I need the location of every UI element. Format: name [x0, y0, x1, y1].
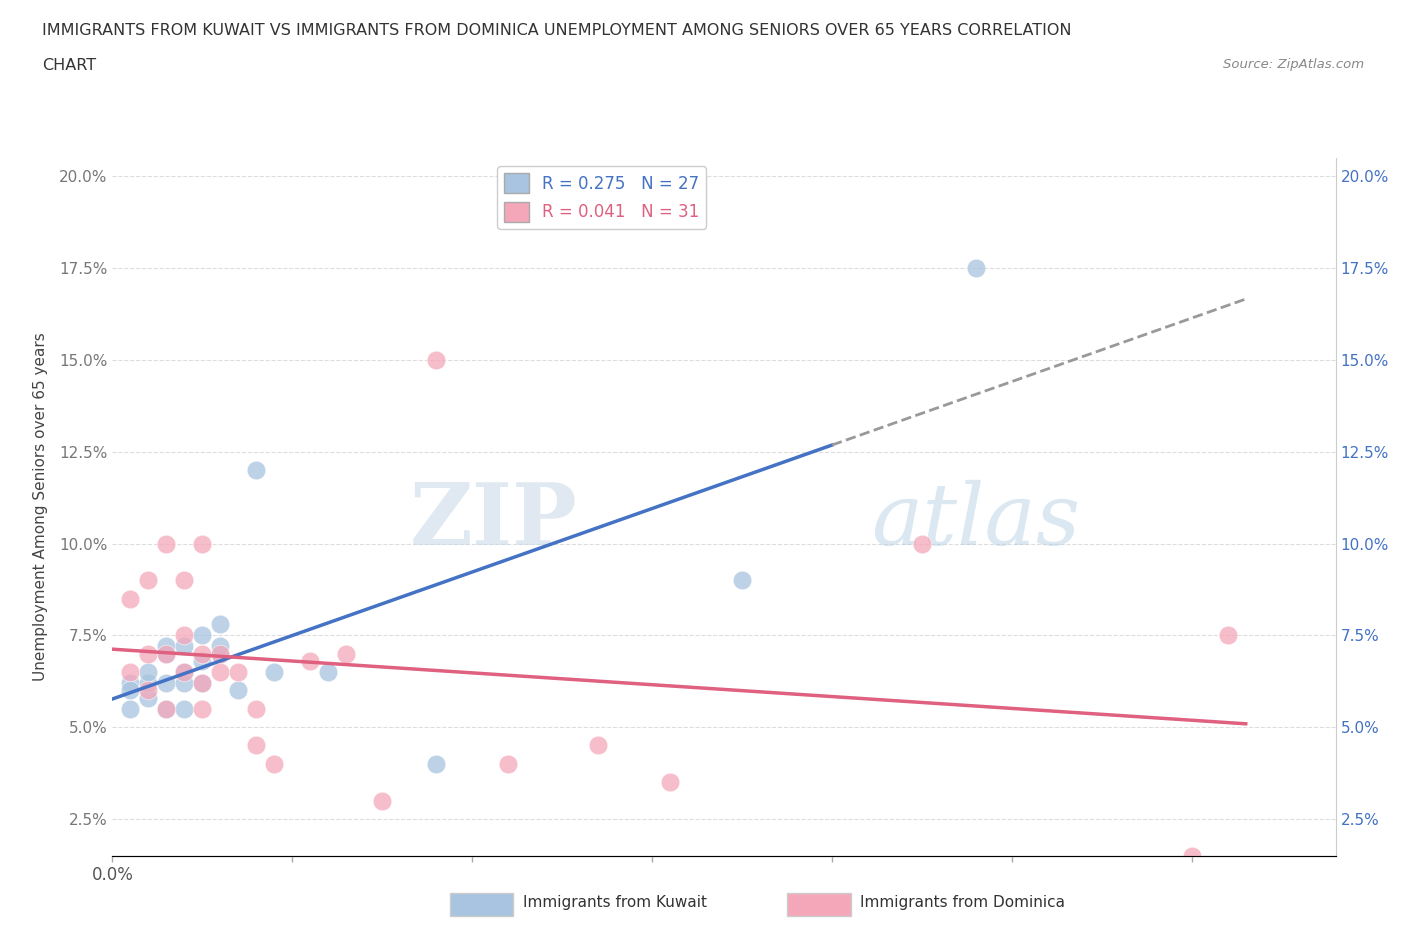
- Point: [155, 639, 177, 654]
- Point: [1181, 848, 1204, 863]
- Point: [155, 675, 177, 690]
- Point: [191, 654, 214, 669]
- Point: [263, 665, 285, 680]
- Point: [659, 775, 682, 790]
- Point: [228, 683, 250, 698]
- Point: [209, 646, 232, 661]
- Point: [155, 646, 177, 661]
- Point: [965, 260, 987, 275]
- Point: [209, 646, 232, 661]
- Point: [245, 738, 267, 753]
- Point: [191, 536, 214, 551]
- Point: [191, 675, 214, 690]
- Point: [138, 573, 160, 588]
- Point: [173, 675, 195, 690]
- Point: [173, 639, 195, 654]
- Point: [335, 646, 357, 661]
- Point: [155, 701, 177, 716]
- Point: [173, 628, 195, 643]
- Point: [120, 591, 142, 606]
- Point: [138, 646, 160, 661]
- Point: [299, 654, 322, 669]
- Text: atlas: atlas: [870, 480, 1080, 562]
- Point: [425, 352, 447, 367]
- Point: [318, 665, 340, 680]
- Point: [191, 628, 214, 643]
- Text: ZIP: ZIP: [409, 479, 578, 563]
- Point: [138, 683, 160, 698]
- Text: IMMIGRANTS FROM KUWAIT VS IMMIGRANTS FROM DOMINICA UNEMPLOYMENT AMONG SENIORS OV: IMMIGRANTS FROM KUWAIT VS IMMIGRANTS FRO…: [42, 23, 1071, 38]
- Point: [191, 646, 214, 661]
- Point: [263, 756, 285, 771]
- Text: CHART: CHART: [42, 58, 96, 73]
- Text: Source: ZipAtlas.com: Source: ZipAtlas.com: [1223, 58, 1364, 71]
- Point: [120, 665, 142, 680]
- Point: [191, 701, 214, 716]
- Point: [209, 617, 232, 631]
- Text: Immigrants from Kuwait: Immigrants from Kuwait: [523, 895, 707, 910]
- Point: [173, 665, 195, 680]
- Point: [138, 690, 160, 705]
- Point: [209, 639, 232, 654]
- Legend: R = 0.275   N = 27, R = 0.041   N = 31: R = 0.275 N = 27, R = 0.041 N = 31: [498, 166, 706, 229]
- Point: [138, 675, 160, 690]
- Point: [731, 573, 754, 588]
- Point: [138, 665, 160, 680]
- Point: [155, 701, 177, 716]
- Point: [120, 701, 142, 716]
- Y-axis label: Unemployment Among Seniors over 65 years: Unemployment Among Seniors over 65 years: [34, 333, 48, 681]
- Point: [155, 646, 177, 661]
- Point: [1216, 628, 1239, 643]
- Point: [120, 675, 142, 690]
- Point: [209, 665, 232, 680]
- Point: [173, 701, 195, 716]
- Text: Immigrants from Dominica: Immigrants from Dominica: [860, 895, 1066, 910]
- Point: [586, 738, 609, 753]
- Point: [425, 756, 447, 771]
- Point: [911, 536, 934, 551]
- Point: [496, 756, 519, 771]
- Point: [191, 675, 214, 690]
- Point: [245, 463, 267, 478]
- Point: [245, 701, 267, 716]
- Point: [155, 536, 177, 551]
- Point: [120, 683, 142, 698]
- Point: [173, 573, 195, 588]
- Point: [173, 665, 195, 680]
- Point: [371, 793, 394, 808]
- Point: [228, 665, 250, 680]
